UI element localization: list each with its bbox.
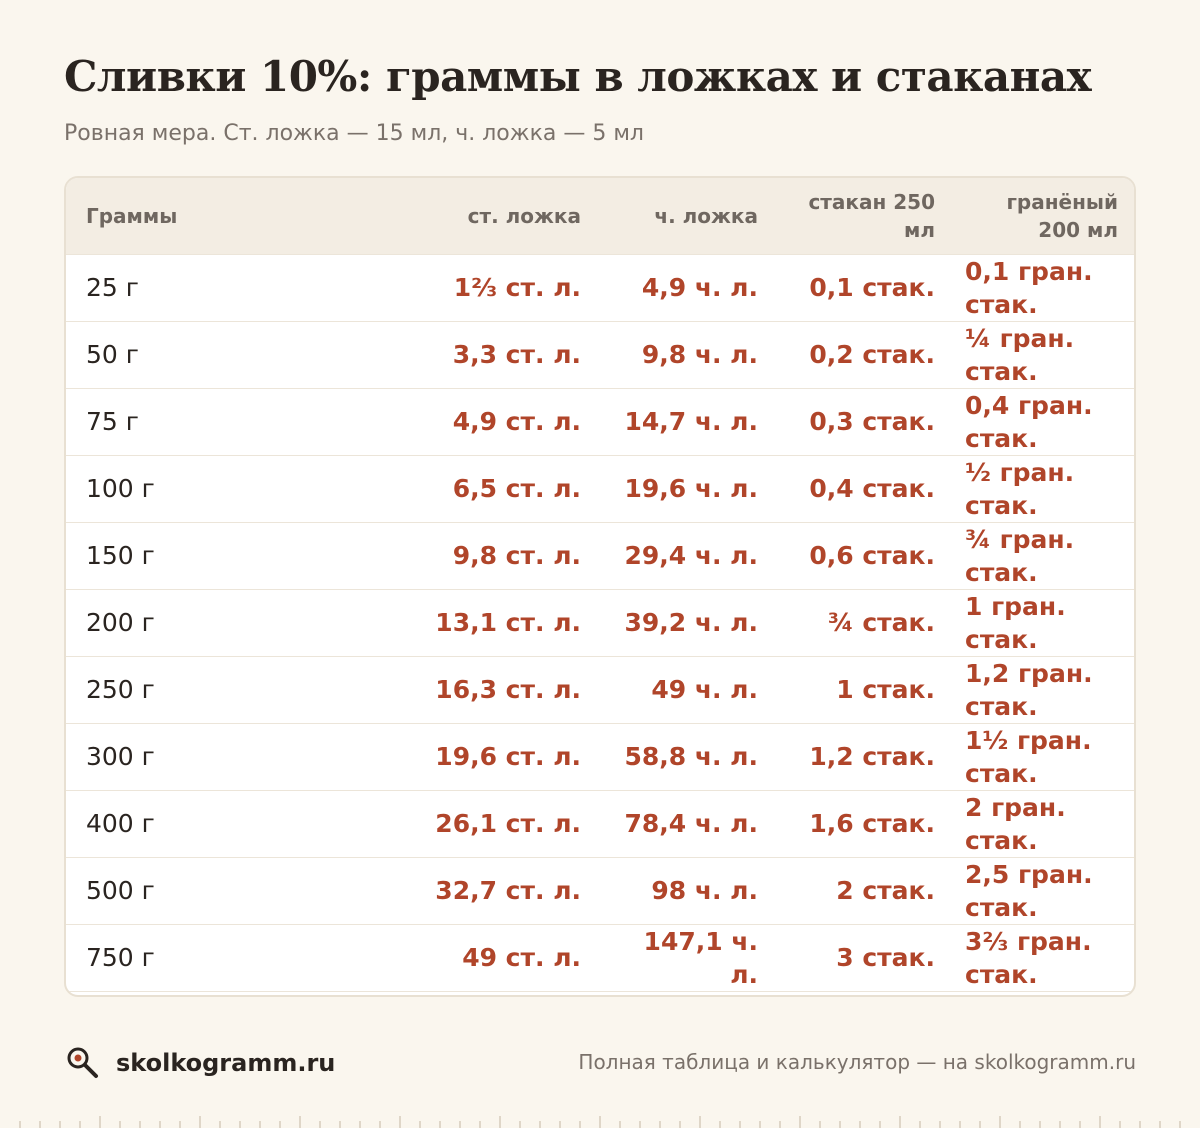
conversion-table-card: Граммы ст. ложка ч. ложка стакан 250 мл … xyxy=(64,176,1136,997)
scale-search-icon xyxy=(67,1047,98,1078)
cell-cups-250: 2 стак. xyxy=(836,876,935,905)
cell-teaspoons: 14,7 ч. л. xyxy=(624,407,758,436)
cell-cups-250: 3,9 стак. xyxy=(778,991,955,995)
cell-faceted-glass: 2 гран. стак. xyxy=(965,792,1066,855)
cell-tablespoons: 13,1 ст. л. xyxy=(435,608,581,637)
cell-teaspoons: 147,1 ч. л. xyxy=(643,926,758,989)
cell-cups-250: 0,6 стак. xyxy=(809,541,935,570)
cell-cups-250: ¾ стак. xyxy=(827,608,935,637)
cell-tablespoons: 65,4 ст. л. xyxy=(314,991,601,995)
cell-cups-250: 1,6 стак. xyxy=(809,809,935,838)
header-grams: Граммы xyxy=(86,203,178,228)
table-row: 750 г 49 ст. л. 147,1 ч. л. 3 стак. 3⅔ гран.… xyxy=(66,924,1134,991)
cell-faceted-glass: 2,5 гран. стак. xyxy=(965,859,1093,922)
cell-cups-250: 1,2 стак. xyxy=(809,742,935,771)
table-row: 100 г 6,5 ст. л. 19,6 ч. л. 0,4 стак. ½ гран… xyxy=(66,455,1134,522)
cell-tablespoons: 6,5 ст. л. xyxy=(452,474,581,503)
header-teaspoon: ч. ложка xyxy=(654,203,758,228)
cell-grams: 150 г xyxy=(86,541,155,570)
cell-grams: 250 г xyxy=(86,675,155,704)
cell-tablespoons: 16,3 ст. л. xyxy=(435,675,581,704)
cell-tablespoons: 3,3 ст. л. xyxy=(452,340,581,369)
cell-cups-250: 3 стак. xyxy=(836,943,935,972)
footer-note[interactable]: Полная таблица и калькулятор — на skolko… xyxy=(578,1050,1136,1074)
cell-faceted-glass: 0,1 гран. стак. xyxy=(965,256,1093,319)
table-row: 1000 г65,4 ст. л.196,1 ч. л.3,9 стак.4,9… xyxy=(66,991,1134,996)
table-row: 75 г 4,9 ст. л. 14,7 ч. л. 0,3 стак. 0,4 гра… xyxy=(66,388,1134,455)
cell-faceted-glass: 1½ гран. стак. xyxy=(965,725,1092,788)
table-row: 500 г 32,7 ст. л. 98 ч. л. 2 стак. 2,5 гран.… xyxy=(66,857,1134,924)
cell-tablespoons: 49 ст. л. xyxy=(462,943,581,972)
brand-name: skolkogramm.ru xyxy=(116,1049,336,1077)
cell-tablespoons: 19,6 ст. л. xyxy=(435,742,581,771)
cell-cups-250: 0,3 стак. xyxy=(809,407,935,436)
header-cup-250: стакан 250 мл xyxy=(808,189,935,242)
table-row: 250 г 16,3 ст. л. 49 ч. л. 1 стак. 1,2 гран.… xyxy=(66,656,1134,723)
cell-grams: 100 г xyxy=(86,474,155,503)
cell-teaspoons: 19,6 ч. л. xyxy=(624,474,758,503)
cell-faceted-glass: ¾ гран. стак. xyxy=(965,524,1075,587)
cell-grams: 25 г xyxy=(86,273,139,302)
cell-tablespoons: 9,8 ст. л. xyxy=(452,541,581,570)
cell-teaspoons: 58,8 ч. л. xyxy=(624,742,758,771)
cell-tablespoons: 26,1 ст. л. xyxy=(435,809,581,838)
cell-faceted-glass: 0,4 гран. стак. xyxy=(965,390,1093,453)
cell-tablespoons: 1⅔ ст. л. xyxy=(453,273,581,302)
table-row: 25 г 1⅔ ст. л. 4,9 ч. л. 0,1 стак. 0,1 гран.… xyxy=(66,254,1134,321)
cell-teaspoons: 196,1 ч. л. xyxy=(601,991,778,996)
cell-cups-250: 0,1 стак. xyxy=(809,273,935,302)
cell-grams: 300 г xyxy=(86,742,155,771)
table-body: 25 г 1⅔ ст. л. 4,9 ч. л. 0,1 стак. 0,1 гран.… xyxy=(66,254,1134,996)
cell-teaspoons: 4,9 ч. л. xyxy=(641,273,758,302)
cell-grams: 500 г xyxy=(86,876,155,905)
cell-grams: 200 г xyxy=(86,608,155,637)
ruler-decoration xyxy=(19,1116,1181,1128)
cell-teaspoons: 98 ч. л. xyxy=(651,876,758,905)
table-row: 400 г 26,1 ст. л. 78,4 ч. л. 1,6 стак. 2 гра… xyxy=(66,790,1134,857)
page-subtitle: Ровная мера. Ст. ложка — 15 мл, ч. ложка… xyxy=(64,121,644,146)
cell-tablespoons: 4,9 ст. л. xyxy=(452,407,581,436)
footer-brand[interactable]: skolkogramm.ru xyxy=(64,1044,335,1082)
table-row: 150 г 9,8 ст. л. 29,4 ч. л. 0,6 стак. ¾ гран… xyxy=(66,522,1134,589)
cell-cups-250: 1 стак. xyxy=(836,675,935,704)
cell-faceted-glass: 4,9 гран. стак. xyxy=(955,991,1134,996)
cell-faceted-glass: ¼ гран. стак. xyxy=(965,323,1075,386)
cell-teaspoons: 39,2 ч. л. xyxy=(624,608,758,637)
cell-grams: 50 г xyxy=(86,340,139,369)
cell-faceted-glass: ½ гран. стак. xyxy=(965,457,1075,520)
header-tablespoon: ст. ложка xyxy=(467,203,581,228)
table-header-row: Граммы ст. ложка ч. ложка стакан 250 мл … xyxy=(66,178,1134,254)
cell-teaspoons: 29,4 ч. л. xyxy=(624,541,758,570)
cell-faceted-glass: 3⅔ гран. стак. xyxy=(965,926,1092,989)
conversion-table: Граммы ст. ложка ч. ложка стакан 250 мл … xyxy=(66,178,1134,996)
table-row: 300 г 19,6 ст. л. 58,8 ч. л. 1,2 стак. 1½ гр… xyxy=(66,723,1134,790)
cell-faceted-glass: 1,2 гран. стак. xyxy=(965,658,1093,721)
cell-teaspoons: 9,8 ч. л. xyxy=(641,340,758,369)
cell-teaspoons: 78,4 ч. л. xyxy=(624,809,758,838)
page-title: Сливки 10%: граммы в ложках и стаканах xyxy=(64,52,1092,101)
cell-grams: 75 г xyxy=(86,407,139,436)
cell-grams: 400 г xyxy=(86,809,155,838)
cell-cups-250: 0,2 стак. xyxy=(809,340,935,369)
header-faceted-glass-200: гранёный 200 мл xyxy=(1006,189,1118,242)
cell-tablespoons: 32,7 ст. л. xyxy=(435,876,581,905)
table-row: 200 г 13,1 ст. л. 39,2 ч. л. ¾ стак. 1 гран.… xyxy=(66,589,1134,656)
table-row: 50 г 3,3 ст. л. 9,8 ч. л. 0,2 стак. ¼ гран. … xyxy=(66,321,1134,388)
cell-grams: 1000 г xyxy=(66,991,314,995)
cell-teaspoons: 49 ч. л. xyxy=(651,675,758,704)
cell-faceted-glass: 1 гран. стак. xyxy=(965,591,1066,654)
cell-cups-250: 0,4 стак. xyxy=(809,474,935,503)
cell-grams: 750 г xyxy=(86,943,155,972)
